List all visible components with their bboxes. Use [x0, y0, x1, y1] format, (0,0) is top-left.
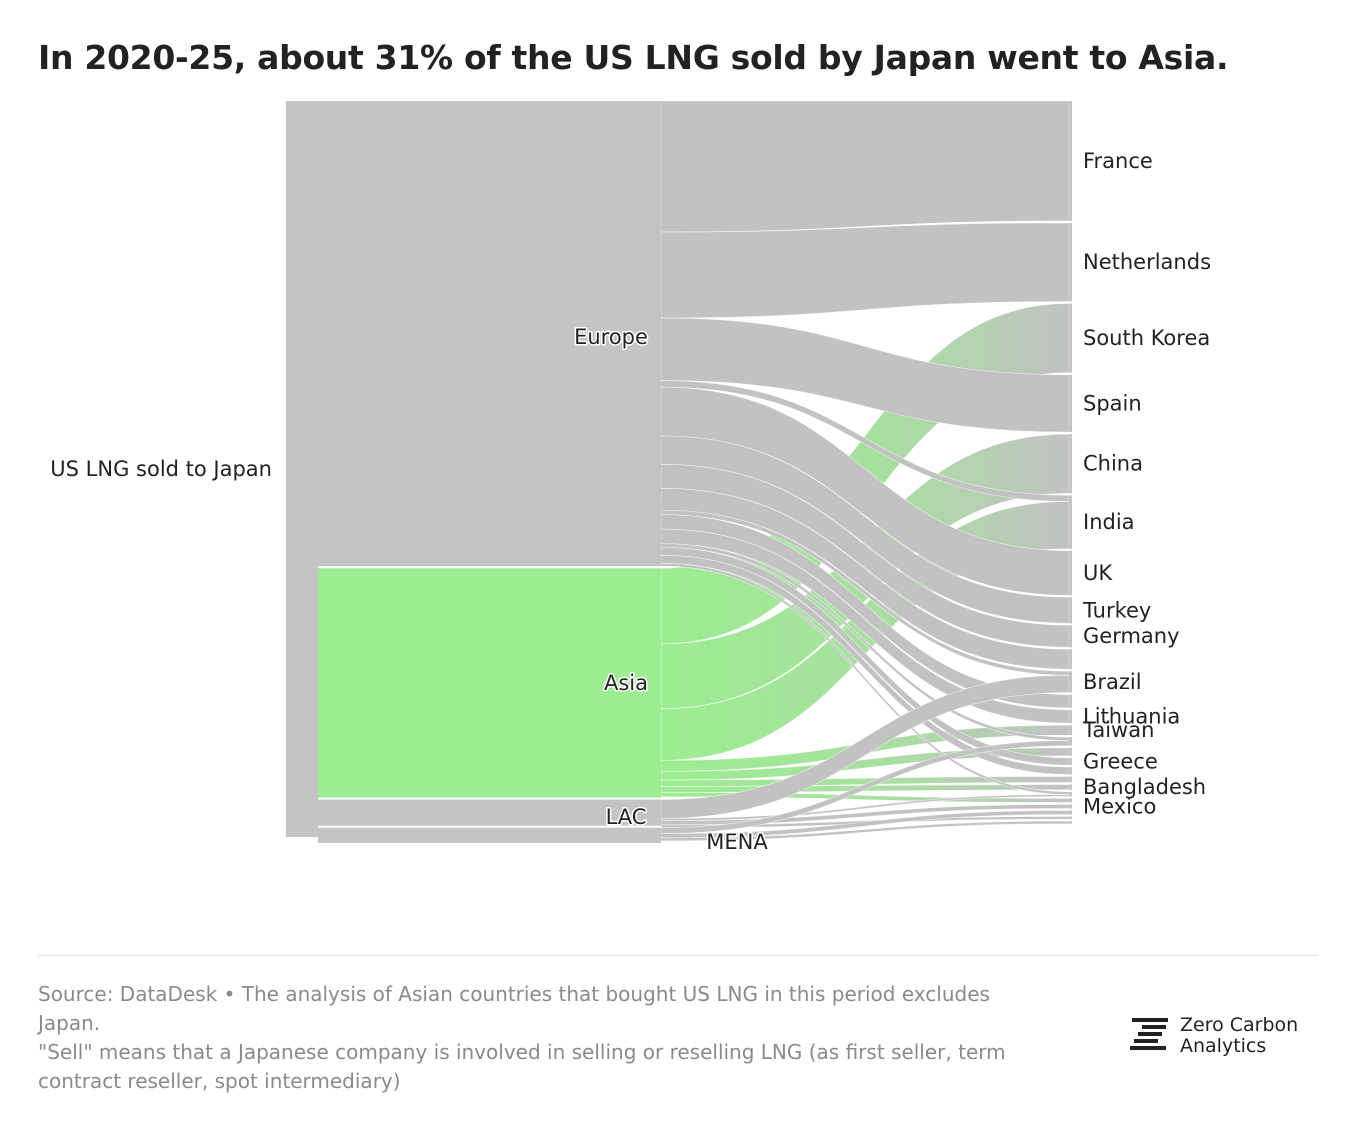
node-south-korea — [1069, 303, 1072, 373]
label-dest-lithuania: Lithuania — [1083, 705, 1180, 729]
node-asia — [318, 568, 661, 798]
node-bangladesh — [1069, 784, 1072, 790]
node-spain — [1069, 374, 1072, 433]
brand-name-line1: Zero Carbon — [1180, 1014, 1299, 1036]
label-dest-bangladesh: Bangladesh — [1083, 775, 1206, 799]
brand-logo: Zero Carbon Analytics — [1128, 1014, 1298, 1058]
label-dest-india: India — [1083, 510, 1135, 534]
link-lac-brazil — [660, 674, 1070, 819]
source-note: Source: DataDesk • The analysis of Asian… — [38, 982, 990, 1035]
label-dest-netherlands: Netherlands — [1083, 250, 1211, 274]
label-dest-germany: Germany — [1083, 624, 1180, 648]
label-dest-greece: Greece — [1083, 749, 1158, 773]
node-source — [286, 101, 318, 837]
label-dest-mexico: Mexico — [1083, 794, 1156, 818]
node-malaysia — [1069, 798, 1072, 803]
destination-links — [660, 100, 1070, 842]
link-europe-uk — [660, 386, 1070, 596]
label-dest-france: France — [1083, 149, 1153, 173]
node-uk — [1069, 550, 1072, 596]
link-europe-netherlands — [660, 222, 1070, 319]
node-greece — [1069, 757, 1072, 766]
sankey-nodes — [286, 101, 1072, 843]
sankey-labels: US LNG sold to Japan Europe Asia LAC MENA Fra… — [50, 149, 1211, 856]
label-dest-uk: UK — [1083, 561, 1113, 585]
node-china — [1069, 434, 1072, 494]
label-region-europe: Europe — [574, 325, 648, 349]
node-netherlands — [1069, 222, 1072, 302]
node-lithuania — [1069, 709, 1072, 724]
label-region-asia: Asia — [604, 671, 648, 695]
footer-divider — [38, 955, 1318, 956]
footer-notes: Source: DataDesk • The analysis of Asian… — [38, 980, 1048, 1096]
label-source: US LNG sold to Japan — [50, 457, 272, 481]
node-lac — [318, 799, 661, 826]
label-dest-turkey: Turkey — [1082, 598, 1151, 622]
node-chile — [1069, 816, 1072, 820]
node-mexico — [1069, 804, 1072, 809]
node-kuwait — [1069, 737, 1072, 746]
label-dest-china: China — [1083, 452, 1143, 476]
node-belgium — [1069, 694, 1072, 708]
node-germany — [1069, 625, 1072, 648]
label-region-lac: LAC — [606, 805, 647, 829]
node-europe — [318, 101, 661, 567]
node-egypt — [1069, 810, 1072, 815]
label-region-mena: MENA — [706, 830, 768, 854]
link-europe-germany — [660, 463, 1070, 648]
node-taiwan — [1069, 725, 1072, 736]
label-dest-south-korea: South Korea — [1083, 326, 1210, 350]
label-dest-spain: Spain — [1083, 391, 1142, 415]
link-europe-france — [660, 100, 1070, 233]
node-poland — [1069, 767, 1072, 775]
zero-carbon-logo-icon — [1130, 1018, 1168, 1050]
node-singapore — [1069, 776, 1072, 783]
node-mena — [318, 827, 661, 843]
node-brazil — [1069, 671, 1072, 693]
node-india — [1069, 495, 1072, 549]
definition-note: "Sell" means that a Japanese company is … — [38, 1040, 1006, 1093]
brand-name-line2: Analytics — [1180, 1035, 1267, 1057]
node-turkey — [1069, 597, 1072, 624]
node-argentina — [1069, 791, 1072, 797]
link-mena-jordan — [660, 820, 1070, 842]
node-jordan — [1069, 821, 1072, 824]
label-dest-taiwan: Taiwan — [1082, 718, 1154, 742]
node-thailand — [1069, 747, 1072, 756]
chart-title: In 2020-25, about 31% of the US LNG sold… — [38, 38, 1229, 77]
label-dest-brazil: Brazil — [1083, 670, 1142, 694]
node-france — [1069, 101, 1072, 221]
node-italy — [1069, 649, 1072, 670]
sankey-chart: US LNG sold to Japan Europe Asia LAC MENA Fra… — [50, 100, 1211, 856]
